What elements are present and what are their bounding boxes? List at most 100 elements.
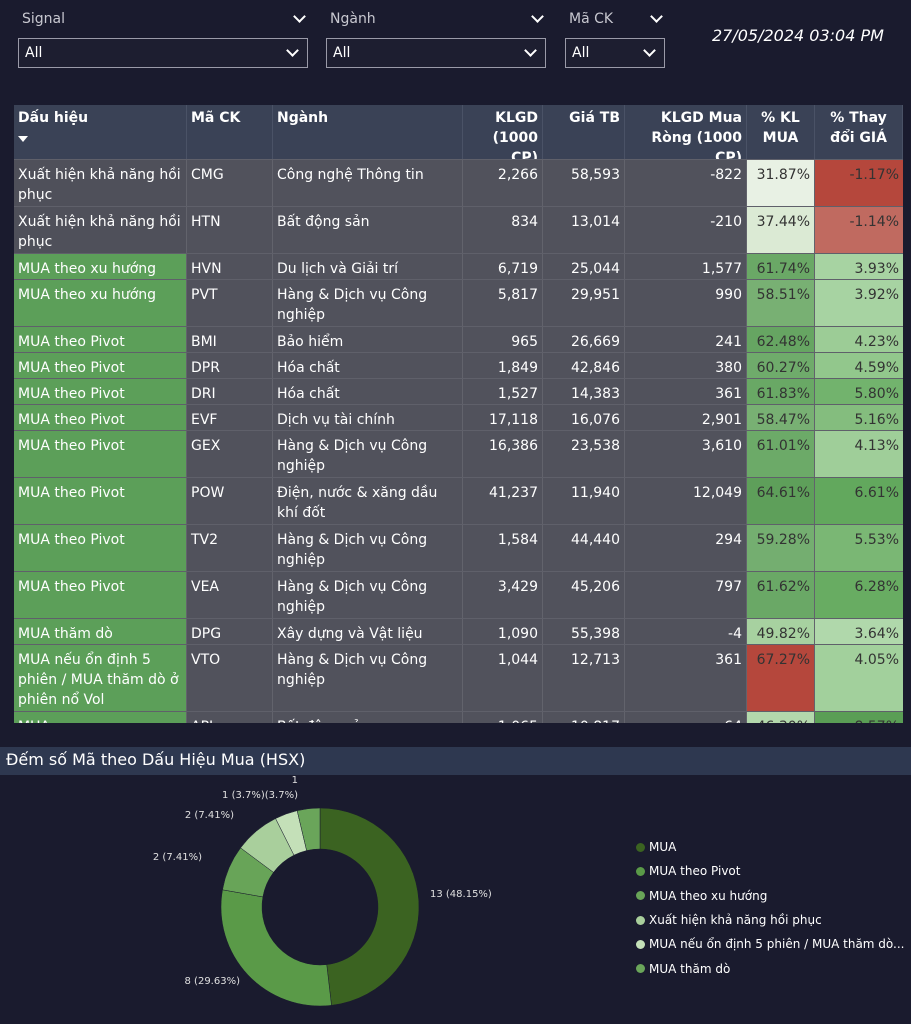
table-row[interactable]: MUA theo Pivot DPR Hóa chất 1,849 42,846 380 6…	[14, 353, 903, 379]
header-buy-pct[interactable]: % KL MUA	[747, 105, 815, 159]
table-row[interactable]: MUA theo Pivot TV2 Hàng & Dịch vụ Công ngh…	[14, 525, 903, 572]
sort-desc-icon[interactable]	[18, 136, 28, 142]
signal-cell: MUA theo Pivot	[14, 525, 187, 571]
slice-label: 2 (7.41%)	[153, 852, 202, 863]
price-change-cell: 6.61%	[815, 478, 903, 524]
ticker-cell: DRI	[187, 379, 273, 404]
ticker-dropdown[interactable]: All	[565, 38, 665, 68]
volume-cell: 16,386	[463, 431, 543, 477]
legend-item[interactable]: MUA	[636, 835, 905, 859]
net-buy-cell: 1,577	[625, 254, 747, 279]
table-row[interactable]: MUA theo xu hướng HVN Du lịch và Giải trí 6…	[14, 254, 903, 280]
avg-price-cell: 11,940	[543, 478, 625, 524]
header-net-buy[interactable]: KLGD Mua Ròng (1000 CP)	[625, 105, 747, 159]
net-buy-cell: 294	[625, 525, 747, 571]
avg-price-cell: 13,014	[543, 207, 625, 253]
header-price-change[interactable]: % Thay đổi GIÁ	[815, 105, 903, 159]
industry-cell: Hàng & Dịch vụ Công nghiệp	[273, 645, 463, 711]
chevron-down-icon[interactable]	[531, 10, 544, 23]
table-row[interactable]: MUA theo Pivot DRI Hóa chất 1,527 14,383 361 6…	[14, 379, 903, 405]
industry-dropdown[interactable]: All	[326, 38, 546, 68]
slice-label: 13 (48.15%)	[430, 889, 492, 900]
net-buy-cell: -822	[625, 160, 747, 206]
price-change-cell: 8.57%	[815, 712, 903, 723]
donut-slice[interactable]	[220, 889, 332, 1007]
legend-item[interactable]: MUA nếu ổn định 5 phiên / MUA thăm dò...	[636, 932, 905, 956]
header-ticker[interactable]: Mã CK	[187, 105, 273, 159]
industry-filter: Ngành All	[326, 8, 546, 68]
slice-label: 2 (7.41%)	[185, 810, 234, 821]
buy-pct-cell: 46.30%	[747, 712, 815, 723]
ticker-cell: API	[187, 712, 273, 723]
legend-item[interactable]: MUA theo xu hướng	[636, 884, 905, 908]
avg-price-cell: 58,593	[543, 160, 625, 206]
volume-cell: 1,065	[463, 712, 543, 723]
net-buy-cell: 380	[625, 353, 747, 378]
buy-pct-cell: 58.51%	[747, 280, 815, 326]
table-row[interactable]: MUA theo Pivot POW Điện, nước & xăng dầu k…	[14, 478, 903, 525]
net-buy-cell: 64	[625, 712, 747, 723]
legend-item[interactable]: MUA thăm dò	[636, 956, 905, 980]
net-buy-cell: -210	[625, 207, 747, 253]
header-avg-price[interactable]: Giá TB	[543, 105, 625, 159]
net-buy-cell: -4	[625, 619, 747, 644]
header-signal[interactable]: Dấu hiệu	[14, 105, 187, 159]
signal-cell: MUA	[14, 712, 187, 723]
avg-price-cell: 23,538	[543, 431, 625, 477]
industry-cell: Du lịch và Giải trí	[273, 254, 463, 279]
buy-pct-cell: 61.74%	[747, 254, 815, 279]
ticker-cell: EVF	[187, 405, 273, 430]
signal-cell: MUA theo Pivot	[14, 431, 187, 477]
legend-label: MUA thăm dò	[649, 961, 731, 976]
industry-cell: Xây dựng và Vật liệu	[273, 619, 463, 644]
table-row[interactable]: Xuất hiện khả năng hồi phục HTN Bất động s…	[14, 207, 903, 254]
volume-cell: 1,090	[463, 619, 543, 644]
avg-price-cell: 12,713	[543, 645, 625, 711]
avg-price-cell: 44,440	[543, 525, 625, 571]
avg-price-cell: 55,398	[543, 619, 625, 644]
donut-slice[interactable]	[319, 807, 420, 1006]
signal-cell: MUA theo xu hướng	[14, 280, 187, 326]
signal-cell: MUA theo Pivot	[14, 572, 187, 618]
net-buy-cell: 361	[625, 645, 747, 711]
legend-item[interactable]: MUA theo Pivot	[636, 859, 905, 883]
volume-cell: 17,118	[463, 405, 543, 430]
table-row[interactable]: MUA theo Pivot EVF Dịch vụ tài chính 17,118…	[14, 405, 903, 431]
volume-cell: 1,584	[463, 525, 543, 571]
industry-cell: Hàng & Dịch vụ Công nghiệp	[273, 525, 463, 571]
signal-cell: MUA theo Pivot	[14, 353, 187, 378]
donut-slice[interactable]	[296, 807, 321, 851]
table-row[interactable]: MUA theo Pivot BMI Bảo hiểm 965 26,669 241 62.…	[14, 327, 903, 353]
legend-item[interactable]: Xuất hiện khả năng hồi phục	[636, 908, 905, 932]
table-row[interactable]: MUA nếu ổn định 5 phiên / MUA thăm dò ở …	[14, 645, 903, 712]
signal-cell: MUA theo xu hướng	[14, 254, 187, 279]
buy-pct-cell: 67.27%	[747, 645, 815, 711]
industry-cell: Điện, nước & xăng dầu khí đốt	[273, 478, 463, 524]
volume-cell: 5,817	[463, 280, 543, 326]
signal-filter-label: Signal	[22, 11, 66, 27]
table-row[interactable]: MUA theo xu hướng PVT Hàng & Dịch vụ Công …	[14, 280, 903, 327]
avg-price-cell: 26,669	[543, 327, 625, 352]
ticker-cell: PVT	[187, 280, 273, 326]
signal-cell: MUA theo Pivot	[14, 379, 187, 404]
header-volume[interactable]: KLGD (1000 CP)	[463, 105, 543, 159]
net-buy-cell: 12,049	[625, 478, 747, 524]
ticker-value: All	[572, 45, 590, 61]
datetime: 27/05/2024 03:04 PM	[712, 26, 884, 45]
table-row[interactable]: MUA theo Pivot VEA Hàng & Dịch vụ Công ngh…	[14, 572, 903, 619]
signal-cell: MUA nếu ổn định 5 phiên / MUA thăm dò ở …	[14, 645, 187, 711]
table-row[interactable]: MUA theo Pivot GEX Hàng & Dịch vụ Công ngh…	[14, 431, 903, 478]
ticker-filter: Mã CK All	[565, 8, 665, 68]
table-row[interactable]: MUAAPIBất động sản1,06510,8176446.30%8.5…	[14, 712, 903, 723]
header-industry[interactable]: Ngành	[273, 105, 463, 159]
slice-label: 1 (3.7%)(3.7%)	[222, 790, 298, 801]
signal-dropdown[interactable]: All	[18, 38, 308, 68]
avg-price-cell: 10,817	[543, 712, 625, 723]
chevron-down-icon[interactable]	[650, 10, 663, 23]
table-row[interactable]: MUA thăm dò DPG Xây dựng và Vật liệu 1,090 5…	[14, 619, 903, 645]
price-change-cell: 4.23%	[815, 327, 903, 352]
table-row[interactable]: Xuất hiện khả năng hồi phục CMG Công nghệ …	[14, 160, 903, 207]
chevron-down-icon[interactable]	[293, 10, 306, 23]
buy-pct-cell: 62.48%	[747, 327, 815, 352]
chevron-down-icon	[524, 44, 537, 57]
